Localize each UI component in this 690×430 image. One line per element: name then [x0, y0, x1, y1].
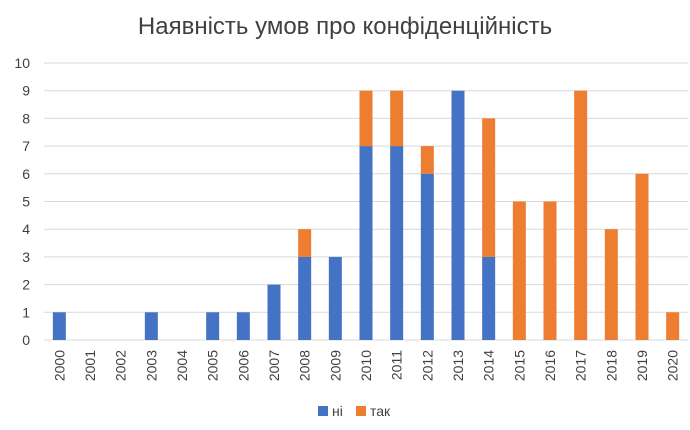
- x-tick-label: 2012: [419, 350, 435, 381]
- bar-ni-2010: [359, 146, 373, 340]
- bar-ni-2005: [206, 312, 220, 340]
- bar-ni-2008: [298, 256, 312, 340]
- x-tick-label: 2004: [174, 350, 190, 381]
- bar-ni-2006: [236, 312, 250, 340]
- y-tick-label: 10: [14, 55, 30, 71]
- x-tick-label: 2014: [481, 350, 497, 381]
- bar-ni-2009: [328, 256, 342, 340]
- x-tick-label: 2000: [51, 350, 67, 381]
- x-tick-label: 2008: [297, 350, 313, 381]
- bar-tak-2018: [604, 229, 618, 340]
- bar-tak-2017: [574, 90, 588, 340]
- x-tick-label: 2017: [573, 350, 589, 381]
- legend-label-tak: так: [370, 403, 391, 419]
- chart-title: Наявність умов про конфіденційність: [138, 13, 552, 40]
- y-axis-ticks: 0 1 2 3 4 5 6 7 8 9 10: [14, 55, 30, 348]
- bar-ni-2013: [451, 90, 465, 340]
- bar-tak-2014: [482, 118, 496, 257]
- x-tick-label: 2009: [327, 350, 343, 381]
- legend-swatch-ni: [318, 406, 328, 416]
- y-tick-label: 2: [22, 277, 30, 293]
- legend: ні так: [318, 403, 391, 419]
- y-tick-label: 8: [22, 110, 30, 126]
- x-tick-label: 2010: [358, 350, 374, 381]
- y-tick-label: 3: [22, 249, 30, 265]
- y-tick-label: 4: [22, 221, 30, 237]
- x-tick-label: 2007: [266, 350, 282, 381]
- x-tick-label: 2020: [665, 350, 681, 381]
- x-tick-label: 2013: [450, 350, 466, 381]
- bar-tak-2010: [359, 90, 373, 147]
- bar-ni-2012: [420, 173, 434, 340]
- x-tick-label: 2003: [143, 350, 159, 381]
- bar-tak-2008: [298, 229, 312, 257]
- y-tick-label: 6: [22, 166, 30, 182]
- bar-tak-2019: [635, 173, 649, 340]
- y-tick-label: 1: [22, 304, 30, 320]
- x-tick-label: 2019: [634, 350, 650, 381]
- y-tick-label: 5: [22, 194, 30, 210]
- x-tick-label: 2006: [235, 350, 251, 381]
- bar-tak-2016: [543, 201, 557, 340]
- x-axis-ticks: 2000 2001 2002 2003 2004 2005 2006 2007 2008 2009…: [51, 350, 680, 381]
- x-tick-label: 2001: [82, 350, 98, 381]
- bars: [52, 90, 680, 340]
- bar-tak-2015: [512, 201, 526, 340]
- x-tick-label: 2018: [603, 350, 619, 381]
- bar-ni-2007: [267, 284, 281, 340]
- bar-ni-2011: [390, 146, 404, 340]
- x-tick-label: 2016: [542, 350, 558, 381]
- y-tick-label: 7: [22, 138, 30, 154]
- x-tick-label: 2011: [389, 350, 405, 380]
- y-tick-label: 0: [22, 332, 30, 348]
- legend-swatch-tak: [356, 406, 366, 416]
- x-tick-label: 2005: [205, 350, 221, 381]
- bar-ni-2003: [144, 312, 158, 340]
- x-tick-label: 2002: [113, 350, 129, 381]
- bar-tak-2011: [390, 90, 404, 147]
- legend-label-ni: ні: [332, 403, 343, 419]
- bar-tak-2020: [666, 312, 680, 340]
- bar-tak-2012: [420, 146, 434, 174]
- bar-ni-2000: [52, 312, 66, 340]
- bar-ni-2014: [482, 256, 496, 340]
- x-tick-label: 2015: [511, 350, 527, 381]
- y-tick-label: 9: [22, 83, 30, 99]
